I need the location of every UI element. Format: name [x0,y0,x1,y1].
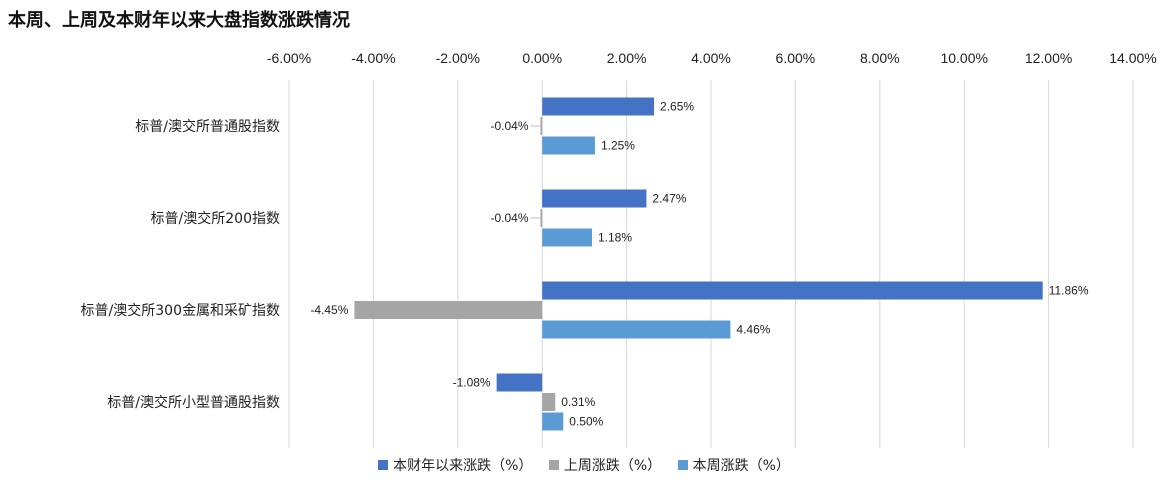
legend-label-fiscal-ytd: 本财年以来涨跌（%） [393,458,533,474]
bar [542,189,647,208]
x-tick-label: 4.00% [691,50,731,66]
x-tick-label: 8.00% [860,50,900,66]
bar [540,209,543,227]
data-label: 0.31% [561,395,595,409]
bar [540,117,543,135]
data-label: 1.18% [598,231,632,245]
x-tick-label: -4.00% [351,50,395,66]
data-label: 0.50% [569,415,603,429]
x-tick-label: -2.00% [436,50,480,66]
bar [542,136,595,155]
x-tick-label: 14.00% [1109,50,1156,66]
chart-title: 本周、上周及本财年以来大盘指数涨跌情况 [8,10,350,31]
bar [542,97,655,116]
bar [542,228,592,247]
legend-swatch-this-week [677,460,688,470]
data-label: -4.45% [310,303,348,317]
legend-swatch-fiscal-ytd [378,460,389,470]
x-tick-label: 12.00% [1025,50,1072,66]
data-label: 2.47% [652,192,686,206]
bar [542,412,564,431]
legend-label-this-week: 本周涨跌（%） [692,458,790,474]
category-label: 标普/澳交所普通股指数 [135,118,280,135]
legend-item-fiscal-ytd: 本财年以来涨跌（%） [378,455,532,475]
legend-item-this-week: 本周涨跌（%） [677,455,790,475]
data-label: -0.04% [490,119,528,133]
category-label: 标普/澳交所小型普通股指数 [107,394,280,411]
x-tick-label: -6.00% [267,50,311,66]
x-tick-label: 10.00% [940,50,987,66]
bar [354,301,543,319]
bar [542,393,556,411]
x-tick-label: 0.00% [522,50,562,66]
x-tick-label: 2.00% [607,50,647,66]
bar [496,373,543,392]
legend-swatch-last-week [548,460,559,470]
data-label: 4.46% [736,323,770,337]
legend-item-last-week: 上周涨跌（%） [548,455,662,475]
bar [542,320,731,339]
data-label: 2.65% [660,100,694,114]
bar [542,281,1043,300]
data-label: 1.25% [601,139,635,153]
data-label: 11.86% [1049,284,1089,298]
legend: 本财年以来涨跌（%） 上周涨跌（%） 本周涨跌（%） [0,455,1168,475]
x-tick-label: 6.00% [776,50,816,66]
legend-label-last-week: 上周涨跌（%） [563,458,662,474]
category-label: 标普/澳交所300金属和采矿指数 [81,302,280,319]
data-label: -0.04% [490,211,528,225]
bar-chart: -6.00% -4.00% -2.00% 0.00% 2.00% 4.00% 6.00% 8.… [81,50,1157,448]
category-label: 标普/澳交所200指数 [151,210,280,227]
data-label: -1.08% [453,376,491,390]
